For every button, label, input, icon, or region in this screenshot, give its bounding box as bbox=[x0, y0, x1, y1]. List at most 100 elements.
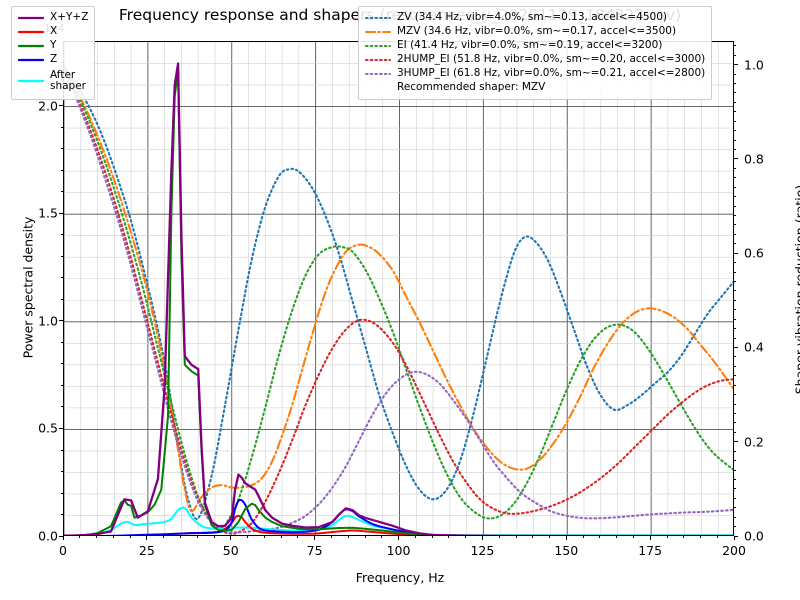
y2-minor-tickmark bbox=[734, 224, 737, 226]
y-minor-tickmark bbox=[60, 384, 63, 386]
y2-minor-tickmark bbox=[734, 45, 737, 47]
legend-line-swatch-icon bbox=[18, 75, 44, 87]
x-minor-tickmark bbox=[112, 536, 114, 539]
x-tickmark bbox=[649, 536, 651, 540]
x-minor-tickmark bbox=[347, 536, 349, 539]
y-axis-label: Power spectral density bbox=[20, 216, 36, 359]
x-tickmark bbox=[146, 536, 148, 540]
y2-minor-tickmark bbox=[734, 365, 737, 367]
x-tickmark bbox=[481, 536, 483, 540]
y2-minor-tickmark bbox=[734, 299, 737, 301]
y2-minor-tickmark bbox=[734, 167, 737, 169]
shaper-curve-3hump_ei bbox=[64, 64, 733, 534]
y2-tickmark bbox=[734, 535, 738, 537]
y2-minor-tickmark bbox=[734, 403, 737, 405]
y-minor-tickmark bbox=[60, 191, 63, 193]
legend-item-x: X bbox=[18, 25, 88, 39]
legend-item-label: 3HUMP_EI (61.8 Hz, vibr=0.0%, sm~=0.21, … bbox=[397, 67, 706, 80]
psd-curve-y bbox=[76, 71, 492, 535]
y-minor-tickmark bbox=[60, 406, 63, 408]
legend-label-line1: After bbox=[50, 68, 76, 81]
x-minor-tickmark bbox=[582, 536, 584, 539]
legend-item-label: Z bbox=[50, 53, 58, 66]
y-minor-tickmark bbox=[60, 492, 63, 494]
x-tickmark bbox=[733, 536, 735, 540]
y-tick-label: 0.5 bbox=[38, 420, 58, 436]
x-tick-label: 75 bbox=[306, 543, 323, 558]
psd-curve-x-y-z bbox=[64, 62, 733, 535]
x-tick-label: 50 bbox=[222, 543, 239, 558]
x-minor-tickmark bbox=[381, 536, 383, 539]
y2-tick-label: 0.2 bbox=[744, 434, 764, 450]
y2-tick-label: 0.4 bbox=[744, 339, 764, 355]
x-minor-tickmark bbox=[431, 536, 433, 539]
y-minor-tickmark bbox=[60, 298, 63, 300]
x-minor-tickmark bbox=[213, 536, 215, 539]
y-minor-tickmark bbox=[60, 234, 63, 236]
y-tickmark bbox=[59, 105, 63, 107]
legend-line-swatch-icon bbox=[365, 68, 391, 80]
y2-minor-tickmark bbox=[734, 394, 737, 395]
y2-tickmark bbox=[734, 252, 738, 254]
y2-minor-tickmark bbox=[734, 375, 737, 377]
x-minor-tickmark bbox=[180, 536, 181, 539]
x-minor-tickmark bbox=[532, 536, 534, 539]
y-minor-tickmark bbox=[60, 148, 63, 149]
y2-minor-tickmark bbox=[734, 281, 737, 282]
x-minor-tickmark bbox=[414, 536, 416, 539]
y2-minor-tickmark bbox=[734, 290, 737, 292]
y2-minor-tickmark bbox=[734, 469, 737, 471]
y2-minor-tickmark bbox=[734, 215, 737, 216]
y2-tickmark bbox=[734, 346, 738, 348]
y2-minor-tickmark bbox=[734, 356, 737, 358]
x-minor-tickmark bbox=[247, 536, 248, 539]
x-minor-tickmark bbox=[196, 536, 198, 539]
x-tick-label: 125 bbox=[470, 543, 495, 558]
psd-legend: X+Y+Z X Y Z After shaper bbox=[11, 6, 96, 100]
y2-minor-tickmark bbox=[734, 130, 737, 131]
legend-item-after-shaper: After shaper bbox=[18, 67, 88, 95]
y2-tickmark bbox=[734, 158, 738, 160]
x-tick-label: 25 bbox=[138, 543, 155, 558]
y-minor-tickmark bbox=[60, 363, 63, 365]
y2-minor-tickmark bbox=[734, 488, 737, 490]
x-tickmark bbox=[230, 536, 232, 540]
x-tickmark bbox=[314, 536, 316, 540]
legend-line-swatch-icon bbox=[18, 26, 44, 38]
y2-minor-tickmark bbox=[734, 111, 737, 113]
y2-minor-tickmark bbox=[734, 497, 737, 499]
plot-area bbox=[63, 41, 734, 536]
legend-item-label: X bbox=[50, 25, 58, 38]
recommended-shaper-note: Recommended shaper: MZV bbox=[397, 81, 546, 94]
x-minor-tickmark bbox=[465, 536, 466, 539]
y2-minor-tickmark bbox=[734, 450, 737, 452]
y-minor-tickmark bbox=[60, 126, 63, 128]
y2-minor-tickmark bbox=[734, 120, 737, 122]
x-minor-tickmark bbox=[549, 536, 550, 539]
x-minor-tickmark bbox=[263, 536, 265, 539]
legend-item-label: MZV (34.6 Hz, vibr=0.0%, sm~=0.17, accel… bbox=[397, 25, 677, 38]
x-minor-tickmark bbox=[599, 536, 601, 539]
x-minor-tickmark bbox=[632, 536, 634, 539]
x-minor-tickmark bbox=[331, 536, 332, 539]
y2-minor-tickmark bbox=[734, 149, 737, 150]
legend-item-x-y-z: X+Y+Z bbox=[18, 11, 88, 25]
x-minor-tickmark bbox=[297, 536, 299, 539]
x-tick-label: 0 bbox=[59, 543, 67, 558]
x-minor-tickmark bbox=[96, 536, 97, 539]
y2-minor-tickmark bbox=[734, 460, 737, 461]
y2-minor-tickmark bbox=[734, 507, 737, 509]
y-tickmark bbox=[59, 212, 63, 214]
y2-minor-tickmark bbox=[734, 92, 737, 94]
legend-item-z: Z bbox=[18, 53, 88, 67]
y2-minor-tickmark bbox=[734, 177, 737, 179]
x-minor-tickmark bbox=[129, 536, 131, 539]
secondary-y-axis-label: Shaper vibration reduction (ratio) bbox=[792, 184, 800, 395]
y2-tickmark bbox=[734, 64, 738, 66]
legend-item-y: Y bbox=[18, 39, 88, 53]
x-axis-label: Frequency, Hz bbox=[355, 570, 445, 585]
x-minor-tickmark bbox=[79, 536, 81, 539]
y2-minor-tickmark bbox=[734, 196, 737, 197]
y-minor-tickmark bbox=[60, 255, 63, 257]
y2-minor-tickmark bbox=[734, 479, 737, 480]
